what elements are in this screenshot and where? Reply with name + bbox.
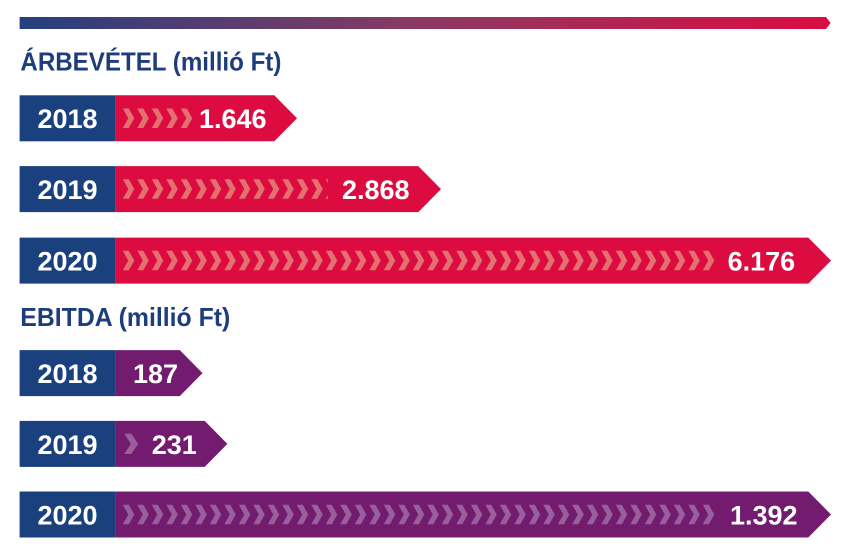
svg-text:2018: 2018 bbox=[37, 359, 97, 389]
svg-text:187: 187 bbox=[133, 359, 178, 389]
svg-text:2020: 2020 bbox=[37, 500, 97, 530]
svg-text:1.392: 1.392 bbox=[730, 500, 798, 530]
svg-text:1.646: 1.646 bbox=[199, 104, 267, 134]
svg-text:231: 231 bbox=[152, 430, 197, 460]
svg-text:2.868: 2.868 bbox=[342, 175, 410, 205]
svg-text:2018: 2018 bbox=[37, 104, 97, 134]
svg-text:2019: 2019 bbox=[37, 175, 97, 205]
svg-text:ÁRBEVÉTEL (millió Ft): ÁRBEVÉTEL (millió Ft) bbox=[20, 46, 281, 76]
svg-text:6.176: 6.176 bbox=[728, 247, 796, 277]
svg-text:EBITDA (millió Ft): EBITDA (millió Ft) bbox=[20, 302, 230, 332]
svg-text:2019: 2019 bbox=[37, 430, 97, 460]
svg-text:2020: 2020 bbox=[37, 247, 97, 277]
